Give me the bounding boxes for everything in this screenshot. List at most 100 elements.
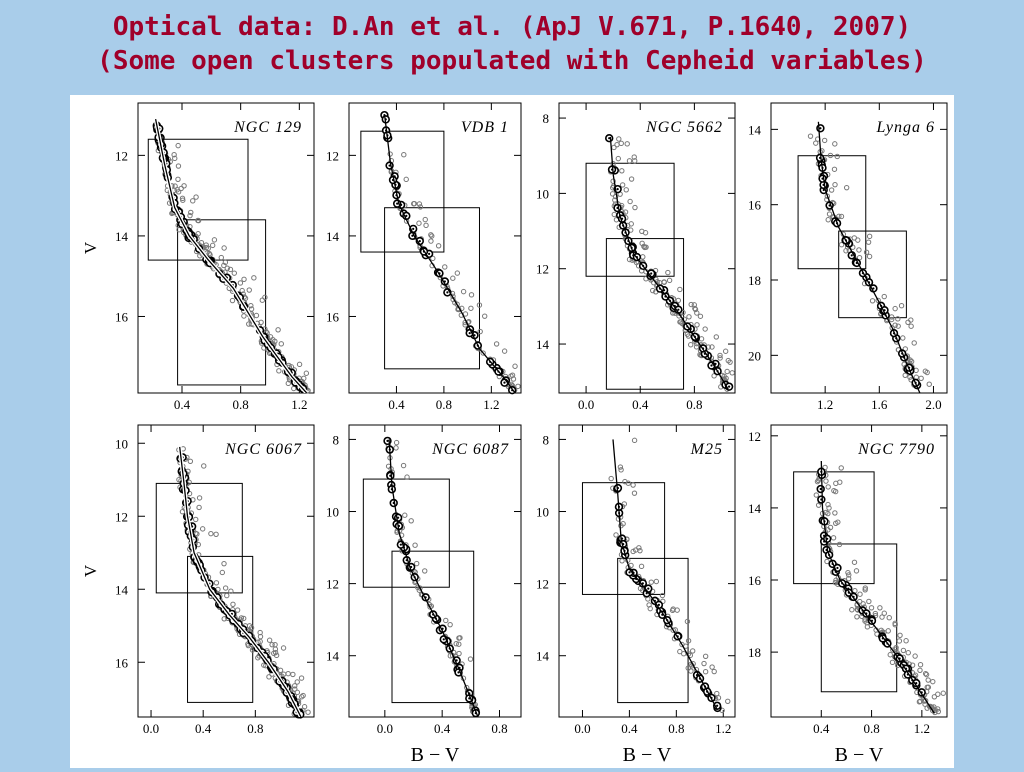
star-point [272, 641, 278, 648]
star-point [251, 275, 257, 281]
star-point [447, 621, 453, 628]
star-point [819, 148, 825, 154]
star-point [462, 311, 469, 317]
star-point [291, 385, 297, 392]
star-point [427, 604, 433, 610]
member-star-dot [716, 704, 719, 707]
selection-box [391, 550, 475, 704]
star-point [826, 211, 833, 217]
x-tick-label: 1.2 [291, 397, 307, 412]
star-point [456, 635, 462, 641]
title-line-1: Optical data: D.An et al. (ApJ V.671, P.… [112, 12, 912, 42]
y-tick-label: 20 [748, 348, 761, 363]
star-point [694, 322, 700, 328]
member-star-dot [457, 671, 460, 674]
star-point [509, 372, 516, 378]
x-tick-label: 0.0 [578, 397, 594, 412]
star-point [709, 344, 715, 350]
star-point [887, 652, 893, 658]
star-point [908, 323, 914, 329]
y-tick-label: 12 [748, 429, 761, 444]
star-point [856, 247, 862, 253]
isochrone-line [817, 121, 921, 393]
y-tick-label: 12 [326, 577, 339, 592]
star-point [248, 306, 255, 312]
cluster-name: NGC 6087 [431, 441, 509, 458]
star-point [831, 166, 838, 172]
star-point [266, 637, 273, 643]
star-point [821, 137, 828, 144]
star-point [468, 292, 475, 298]
star-point [903, 638, 909, 644]
star-point [907, 357, 913, 363]
star-point [269, 641, 275, 648]
star-point [181, 183, 187, 189]
star-point [889, 659, 896, 666]
star-point [613, 532, 619, 538]
star-point [241, 276, 247, 282]
star-point [647, 605, 653, 612]
y-tick-label: 14 [326, 229, 340, 244]
member-star-dot [473, 334, 476, 337]
x-tick-label: 0.4 [621, 721, 638, 736]
star-point [199, 526, 206, 532]
star-point [711, 373, 717, 379]
star-point [467, 656, 474, 662]
star-point [253, 312, 260, 319]
cluster-name: M25 [690, 441, 723, 458]
chart-panel: 0.0 0.4 0.8 1.2 8 10 12 14 B − V M25 [536, 424, 736, 766]
x-tick-label: 0.8 [233, 397, 249, 412]
star-point [688, 342, 694, 348]
star-point [832, 579, 839, 586]
star-point [893, 646, 899, 652]
chart-panel: 0.4 0.8 1.2 12 14 16 18 B − V NGC 7790 [748, 424, 948, 766]
star-point [815, 502, 822, 508]
selection-box [147, 138, 249, 261]
member-star-dot [872, 287, 875, 290]
selection-box [820, 543, 898, 693]
y-tick-label: 12 [536, 262, 549, 277]
x-tick-label: 0.4 [434, 721, 451, 736]
star-point [278, 341, 284, 347]
star-point [688, 668, 694, 674]
member-star-dot [727, 385, 731, 388]
star-point [213, 531, 219, 537]
star-point [213, 580, 220, 586]
isochrone-halo [153, 118, 309, 393]
star-point [403, 176, 409, 183]
star-point [823, 478, 829, 484]
member-star-dot [386, 439, 389, 443]
star-point [923, 671, 930, 678]
star-point [610, 178, 616, 184]
star-point [833, 480, 839, 487]
star-point [393, 445, 399, 451]
chart-panel: 0.0 0.4 0.8 10 12 14 16 V NGC 6067 [81, 424, 315, 736]
star-point [443, 617, 449, 624]
star-point [228, 588, 234, 594]
star-point [685, 638, 692, 644]
star-point [296, 361, 303, 368]
star-point [669, 607, 676, 614]
star-point [280, 645, 287, 651]
star-point [929, 707, 936, 714]
star-point [619, 168, 625, 174]
star-point [866, 598, 872, 605]
y-tick-label: 14 [536, 337, 550, 352]
member-star-dot [819, 487, 822, 491]
cluster-name: VDB 1 [461, 119, 509, 136]
star-point [846, 572, 852, 578]
isochrone-line [179, 446, 302, 717]
star-point [201, 463, 207, 469]
star-point [849, 607, 855, 613]
star-point [930, 678, 936, 685]
star-point [827, 524, 834, 531]
star-point [666, 277, 673, 284]
x-tick-label: 2.0 [925, 397, 941, 412]
star-point [257, 638, 263, 645]
chart-panel: 0.0 0.4 0.8 8 10 12 14 NGC 5662 [536, 102, 736, 412]
isochrone-line [154, 118, 308, 393]
y-tick-label: 16 [748, 198, 762, 213]
star-point [285, 380, 292, 387]
y-tick-label: 12 [326, 148, 339, 163]
star-point [190, 198, 196, 204]
